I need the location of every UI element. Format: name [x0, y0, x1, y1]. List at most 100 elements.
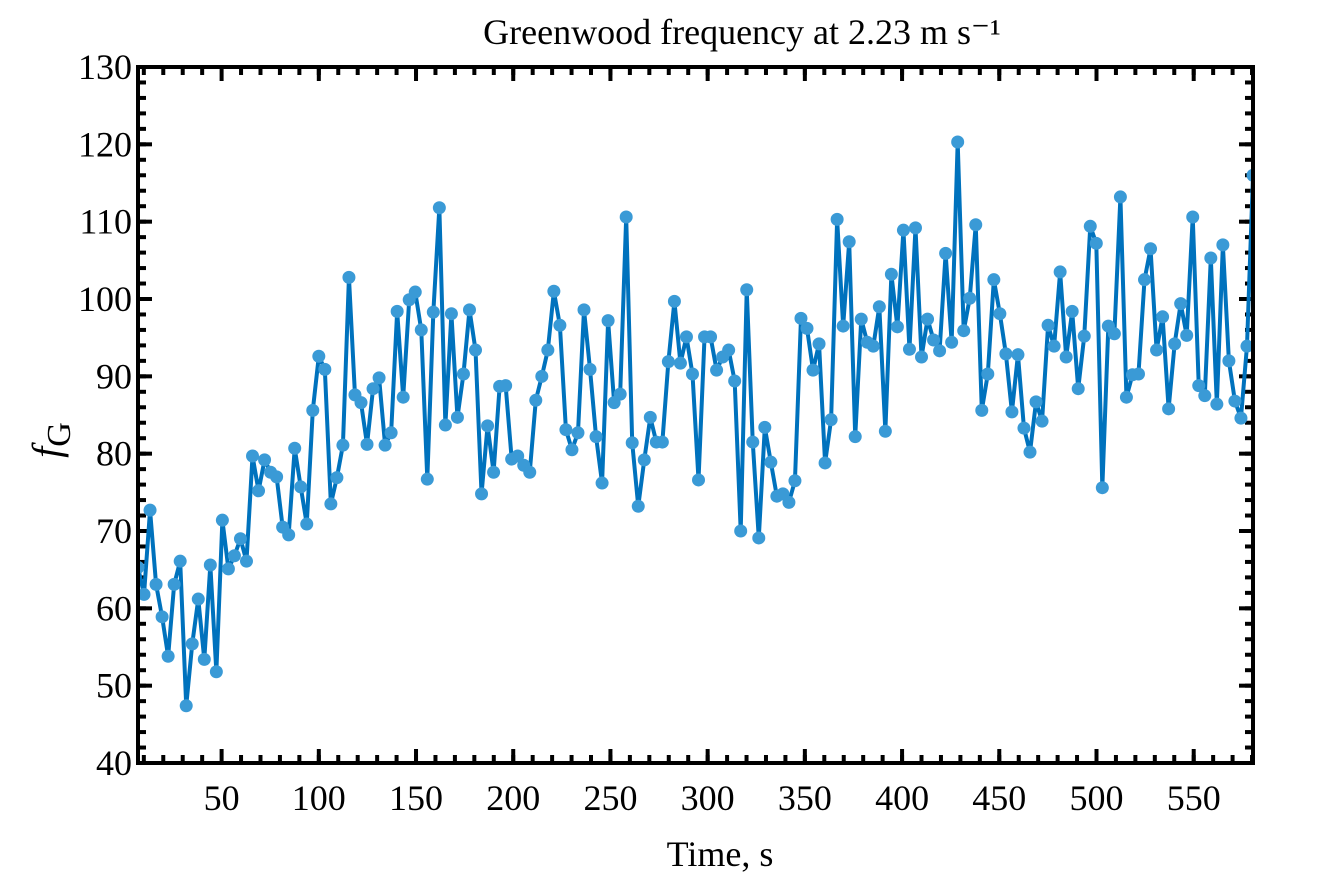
x-tick-label: 300 [681, 778, 735, 818]
data-point [788, 474, 802, 488]
data-point [1162, 402, 1176, 416]
data-point [444, 307, 458, 321]
data-point [191, 592, 205, 606]
data-point [1095, 481, 1109, 495]
data-point [746, 435, 760, 449]
data-point [601, 314, 615, 328]
data-point [547, 284, 561, 298]
x-tick-label: 350 [778, 778, 832, 818]
data-point [149, 577, 163, 591]
data-point [848, 430, 862, 444]
y-tick-label: 90 [96, 356, 132, 396]
data-point [993, 307, 1007, 321]
data-point [1071, 382, 1085, 396]
data-point [330, 471, 344, 485]
data-point [1240, 339, 1253, 353]
y-tick-label: 80 [96, 434, 132, 474]
data-point [1119, 390, 1133, 404]
data-point [312, 349, 326, 363]
y-axis-label: fG [24, 422, 78, 458]
x-tick-label: 550 [1167, 778, 1221, 818]
data-point [396, 390, 410, 404]
data-point [1011, 348, 1025, 362]
x-tick-label: 200 [486, 778, 540, 818]
data-point [462, 303, 476, 317]
data-point [239, 554, 253, 568]
data-point [661, 355, 675, 369]
data-point [896, 223, 910, 237]
data-point [836, 319, 850, 333]
data-point [830, 212, 844, 226]
data-point [354, 396, 368, 410]
data-point [438, 418, 452, 432]
data-point [408, 285, 422, 299]
data-point [246, 449, 260, 463]
data-point [270, 470, 284, 484]
x-tick-label: 150 [389, 778, 443, 818]
data-point [1083, 219, 1097, 233]
data-point [1089, 236, 1103, 250]
data-point [318, 362, 332, 376]
data-point [138, 587, 151, 601]
y-tick-label: 50 [96, 666, 132, 706]
data-point [975, 403, 989, 417]
data-point [728, 374, 742, 388]
x-axis-label: Time, s [667, 834, 774, 873]
data-point [1150, 343, 1164, 357]
data-point [794, 311, 808, 325]
data-point [203, 558, 217, 572]
data-point [432, 201, 446, 215]
data-layer [138, 135, 1253, 713]
data-point [475, 487, 489, 501]
data-point [233, 532, 247, 546]
chart-title: Greenwood frequency at 2.23 m s⁻¹ [483, 12, 1001, 52]
data-point [529, 393, 543, 407]
y-tick-label: 70 [96, 511, 132, 551]
data-point [806, 363, 820, 377]
data-point [878, 424, 892, 438]
data-point [987, 273, 1001, 287]
data-point [1198, 389, 1212, 403]
data-point [890, 320, 904, 334]
data-point [372, 371, 386, 385]
data-point [951, 135, 965, 149]
data-point [450, 410, 464, 424]
data-point [981, 367, 995, 381]
data-point [1144, 242, 1158, 256]
data-point [1204, 251, 1218, 265]
data-point [589, 430, 603, 444]
data-point [818, 456, 832, 470]
data-point [1107, 327, 1121, 341]
x-tick-label: 50 [204, 778, 240, 818]
data-point [1053, 265, 1067, 279]
data-point [559, 423, 573, 437]
data-point [583, 362, 597, 376]
data-point [1234, 411, 1248, 425]
data-point [692, 473, 706, 487]
y-tick-label: 110 [79, 202, 132, 242]
data-point [252, 484, 266, 498]
data-point [378, 438, 392, 452]
data-point [499, 379, 513, 393]
x-tick-label: 250 [583, 778, 637, 818]
data-point [999, 347, 1013, 361]
data-point [173, 554, 187, 568]
data-point [655, 435, 669, 449]
data-point [300, 517, 314, 531]
data-point [963, 291, 977, 305]
data-point [384, 426, 398, 440]
y-axis-subscript: G [41, 422, 78, 447]
data-point [185, 637, 199, 651]
data-point [740, 283, 754, 297]
data-point [342, 270, 356, 284]
data-point [167, 577, 181, 591]
data-point [969, 218, 983, 232]
data-point [637, 453, 651, 467]
data-point [752, 531, 766, 545]
data-point [667, 294, 681, 308]
data-point [390, 304, 404, 318]
data-point [1222, 354, 1236, 368]
data-point [553, 318, 567, 332]
data-point [908, 221, 922, 235]
